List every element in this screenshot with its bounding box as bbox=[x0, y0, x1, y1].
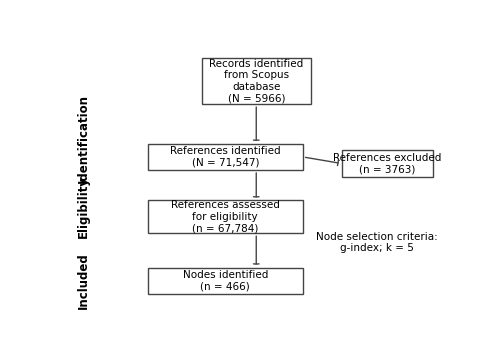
Text: Node selection criteria:
g-index; k = 5: Node selection criteria: g-index; k = 5 bbox=[316, 232, 438, 253]
Text: Included: Included bbox=[78, 252, 90, 309]
Text: References identified
(N = 71,547): References identified (N = 71,547) bbox=[170, 146, 280, 168]
Text: Records identified
from Scopus
database
(N = 5966): Records identified from Scopus database … bbox=[209, 59, 304, 104]
FancyBboxPatch shape bbox=[148, 144, 303, 170]
FancyBboxPatch shape bbox=[148, 200, 303, 233]
Text: References excluded
(n = 3763): References excluded (n = 3763) bbox=[333, 153, 441, 174]
FancyBboxPatch shape bbox=[342, 150, 432, 177]
Text: References assessed
for eligibility
(n = 67,784): References assessed for eligibility (n =… bbox=[171, 200, 280, 234]
FancyBboxPatch shape bbox=[148, 267, 303, 294]
Text: Eligibility: Eligibility bbox=[78, 176, 90, 238]
Text: Identification: Identification bbox=[78, 94, 90, 183]
FancyBboxPatch shape bbox=[202, 58, 310, 104]
Text: Nodes identified
(n = 466): Nodes identified (n = 466) bbox=[182, 270, 268, 291]
